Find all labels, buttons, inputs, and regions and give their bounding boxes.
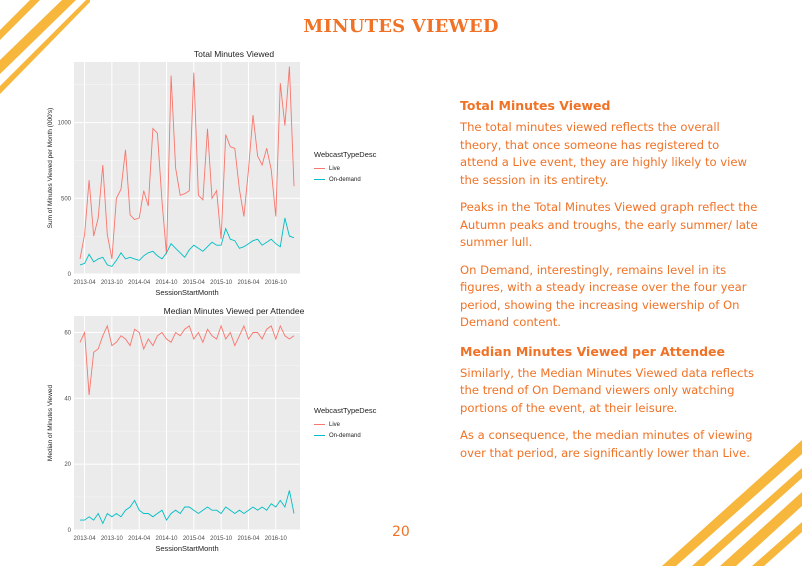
paragraph: On Demand, interestingly, remains level … bbox=[460, 262, 747, 330]
y-tick-label: 20 bbox=[64, 462, 71, 468]
paragraph: As a consequence, the median minutes of … bbox=[460, 428, 753, 460]
legend-swatch-live bbox=[314, 424, 325, 425]
series-line-on-demand bbox=[79, 217, 295, 267]
x-tick-label: 2014-10 bbox=[155, 280, 178, 286]
y-axis-label: Sum of Minutes Viewed per Month (000's) bbox=[47, 108, 54, 229]
x-tick-label: 2015-04 bbox=[183, 536, 206, 542]
x-tick-label: 2015-10 bbox=[210, 280, 233, 286]
y-tick-label: 60 bbox=[64, 330, 71, 336]
y-tick-label: 0 bbox=[68, 272, 72, 278]
stripes-bottom-right bbox=[662, 440, 802, 566]
chart-legend: WebcastTypeDesc Live On-demand bbox=[314, 150, 376, 185]
x-tick-label: 2015-04 bbox=[183, 280, 206, 286]
x-tick-label: 2015-10 bbox=[210, 536, 233, 542]
chart-title: Total Minutes Viewed bbox=[193, 49, 275, 59]
page-number: 20 bbox=[392, 524, 410, 540]
legend-swatch-on-demand bbox=[314, 179, 325, 180]
plot-panel bbox=[74, 316, 300, 530]
x-tick-label: 2016-10 bbox=[265, 280, 288, 286]
y-tick-label: 500 bbox=[61, 196, 72, 202]
x-tick-label: 2013-10 bbox=[101, 536, 124, 542]
legend-label-live: Live bbox=[329, 421, 341, 428]
x-tick-label: 2016-04 bbox=[237, 280, 260, 286]
x-axis-label: SessionStartMonth bbox=[155, 288, 218, 297]
x-tick-label: 2013-04 bbox=[74, 536, 97, 542]
series-line-live bbox=[79, 324, 295, 396]
x-axis-label: SessionStartMonth bbox=[155, 544, 218, 553]
y-axis-label: Median of Minutes Viewed bbox=[47, 385, 54, 462]
x-tick-label: 2013-04 bbox=[74, 280, 97, 286]
text-column: Total Minutes Viewed The total minutes v… bbox=[460, 98, 760, 472]
paragraph: Similarly, the Median Minutes Viewed dat… bbox=[460, 365, 755, 415]
chart-median-minutes: Median Minutes Viewed per Attendee 2013-… bbox=[44, 302, 424, 556]
paragraph: The total minutes viewed reflects the ov… bbox=[460, 120, 747, 187]
legend-item-on-demand: On-demand bbox=[314, 430, 376, 441]
chart-median-minutes-svg: 2013-04 2013-10 2014-04 2014-10 2015-04 2015-… bbox=[47, 316, 300, 553]
y-tick-label: 0 bbox=[68, 528, 72, 534]
series-line-on-demand bbox=[80, 490, 295, 525]
chart-title: Median Minutes Viewed per Attendee bbox=[163, 306, 305, 316]
legend-item-live: Live bbox=[314, 163, 376, 174]
legend-label-on-demand: On-demand bbox=[329, 176, 361, 183]
page-title: MINUTES VIEWED bbox=[303, 16, 499, 37]
y-tick-label: 1000 bbox=[58, 121, 72, 127]
paragraph: Peaks in the Total Minutes Viewed graph … bbox=[460, 200, 758, 249]
x-tick-label: 2014-04 bbox=[128, 536, 151, 542]
legend-label-on-demand: On-demand bbox=[329, 432, 361, 439]
chart-legend: WebcastTypeDesc Live On-demand bbox=[314, 406, 376, 441]
legend-swatch-live bbox=[314, 168, 325, 169]
x-tick-label: 2016-04 bbox=[237, 536, 260, 542]
legend-item-on-demand: On-demand bbox=[314, 174, 376, 185]
legend-label-live: Live bbox=[329, 165, 341, 172]
legend-title: WebcastTypeDesc bbox=[314, 150, 377, 159]
stripes-top-left bbox=[0, 0, 90, 94]
legend-swatch-on-demand bbox=[314, 435, 325, 436]
chart-total-minutes: Total Minutes Viewed 2013-04 2013-10 2014-… bbox=[44, 44, 424, 300]
section-heading-total-minutes: Total Minutes Viewed bbox=[460, 98, 611, 113]
legend-item-live: Live bbox=[314, 419, 376, 430]
chart-total-minutes-svg: 2013-04 2013-10 2014-04 2014-10 2015-04 2015-… bbox=[47, 62, 300, 297]
x-tick-label: 2016-10 bbox=[265, 536, 288, 542]
y-tick-label: 40 bbox=[64, 396, 71, 402]
x-tick-label: 2014-04 bbox=[128, 280, 151, 286]
x-tick-label: 2014-10 bbox=[155, 536, 178, 542]
series-line-live bbox=[79, 66, 295, 259]
legend-title: WebcastTypeDesc bbox=[314, 406, 377, 415]
section-heading-median-minutes: Median Minutes Viewed per Attendee bbox=[460, 343, 725, 359]
x-tick-label: 2013-10 bbox=[101, 280, 124, 286]
